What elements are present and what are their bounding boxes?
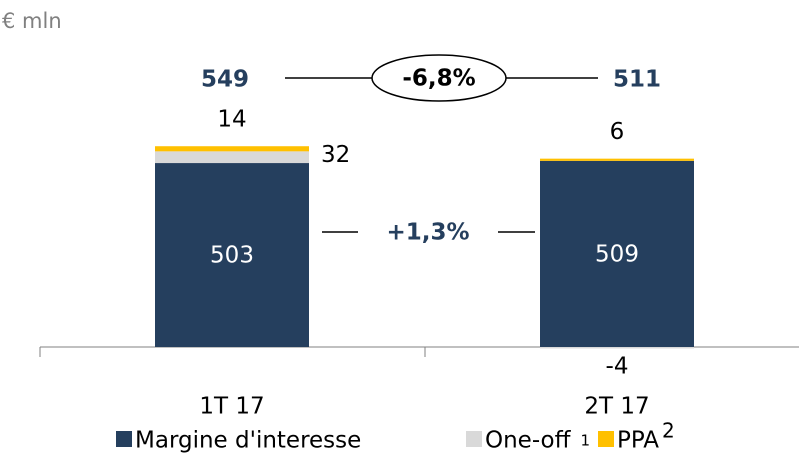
legend-note: 2 [662,419,675,443]
data-label: 503 [210,243,254,269]
legend-swatch [466,431,482,447]
bar-segment [540,158,694,161]
total-label: 549 [201,67,249,93]
legend-label: PPA [617,428,659,454]
bar-segment [540,160,694,347]
bar-segment [155,146,309,152]
bar-segment [155,151,309,164]
data-label: -4 [606,354,629,380]
total-label: 511 [613,67,661,93]
legend-swatch [116,431,132,447]
data-label: 509 [595,241,639,267]
bar-segment [540,347,694,349]
legend-note: 1 [580,432,590,450]
bar-segment [155,163,309,347]
data-label: 14 [217,107,246,133]
data-label: 6 [610,119,625,145]
base-change: +1,3% [386,220,469,246]
unit-label: € mln [2,9,62,33]
x-tick-label: 2T 17 [584,394,649,420]
total-change: -6,8% [402,66,475,92]
x-tick-label: 1T 17 [199,394,264,420]
legend-label: One-off [485,428,572,454]
data-label: 32 [321,142,350,168]
change-bubble [371,54,507,102]
legend-swatch [598,431,614,447]
legend-label: Margine d'interesse [135,428,361,454]
